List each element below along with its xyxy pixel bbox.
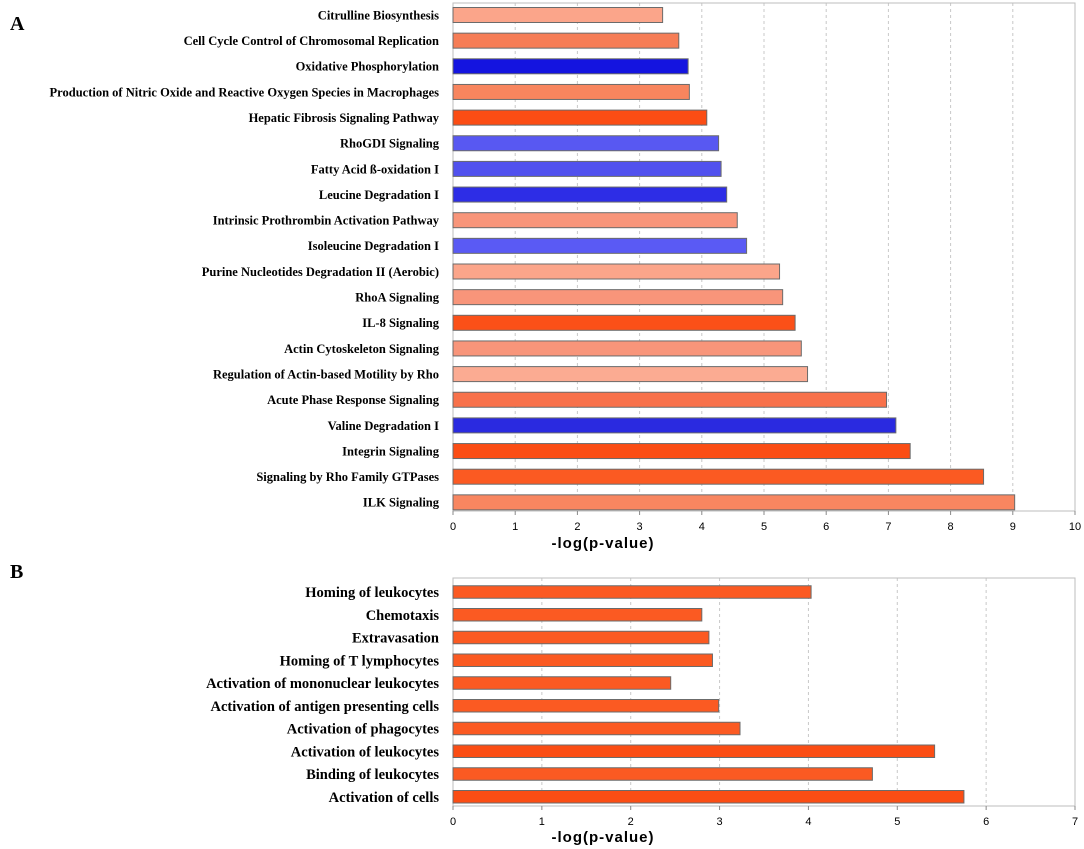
tick-label: 6	[823, 521, 829, 533]
bar	[452, 744, 936, 758]
category-label: Chemotaxis	[366, 608, 440, 624]
category-label: Regulation of Actin-based Motility by Rh…	[213, 367, 439, 381]
category-label: ILK Signaling	[363, 496, 440, 510]
bar	[452, 790, 965, 804]
x-axis-label: -log(p-value)	[552, 535, 655, 552]
bar	[452, 630, 710, 645]
tick-label: 4	[699, 521, 705, 533]
tick-label: 3	[717, 816, 723, 828]
tick-label: 8	[948, 521, 954, 533]
bar	[452, 494, 1016, 511]
tick-label: 0	[450, 816, 456, 828]
bar	[452, 212, 738, 229]
tick-label: 6	[983, 816, 989, 828]
tick-label: 2	[574, 521, 580, 533]
bar	[452, 767, 873, 781]
category-label: Extravasation	[352, 631, 439, 647]
bar	[452, 237, 748, 254]
category-label: RhoGDI Signaling	[340, 137, 440, 151]
panel-a-bar-chart: A Citrulline Biosynthesis Cell Cycle Contr…	[10, 2, 1081, 552]
bar	[452, 58, 689, 75]
bar	[452, 186, 728, 203]
bar	[452, 366, 809, 383]
tick-label: 2	[628, 816, 634, 828]
tick-label: 3	[637, 521, 643, 533]
category-label: Activation of antigen presenting cells	[211, 699, 440, 715]
bar	[452, 32, 680, 49]
category-label: Actin Cytoskeleton Signaling	[284, 342, 440, 356]
category-label: Activation of leukocytes	[291, 744, 440, 760]
bar	[452, 391, 888, 408]
x-axis-label: -log(p-value)	[552, 829, 655, 846]
bar	[452, 699, 720, 713]
tick-label: 5	[761, 521, 767, 533]
category-label: RhoA Signaling	[355, 291, 439, 305]
tick-label: 1	[512, 521, 518, 533]
bar	[452, 721, 741, 736]
bar	[452, 340, 802, 357]
tick-label: 4	[805, 816, 811, 828]
bar	[452, 417, 897, 434]
category-label: Fatty Acid ß-oxidation I	[311, 162, 439, 176]
bar	[452, 7, 664, 23]
bar	[452, 468, 985, 485]
category-label: Leucine Degradation I	[319, 188, 439, 202]
category-label: Citrulline Biosynthesis	[318, 8, 439, 22]
plot-frame	[452, 577, 1076, 807]
category-label: Homing of leukocytes	[305, 585, 439, 601]
category-label: Binding of leukocytes	[306, 767, 439, 783]
category-label: Hepatic Fibrosis Signaling Pathway	[249, 111, 440, 125]
bar	[452, 83, 690, 100]
tick-label: 5	[894, 816, 900, 828]
tick-label: 9	[1010, 521, 1016, 533]
bar	[452, 653, 713, 667]
bar	[452, 263, 781, 280]
tick-label: 10	[1069, 521, 1081, 533]
bar	[452, 585, 812, 599]
category-label: Integrin Signaling	[342, 444, 440, 458]
tick-label: 0	[450, 521, 456, 533]
bar	[452, 160, 722, 177]
panel-label: A	[10, 13, 25, 35]
category-label: Signaling by Rho Family GTPases	[256, 470, 439, 484]
bar	[452, 314, 796, 331]
category-label: Homing of T lymphocytes	[280, 653, 440, 669]
category-label: Activation of mononuclear leukocytes	[206, 676, 439, 692]
bar	[452, 135, 720, 152]
tick-label: 7	[885, 521, 891, 533]
bar	[452, 608, 703, 622]
category-label: Valine Degradation I	[328, 419, 439, 433]
bar	[452, 109, 708, 126]
panel-b-bar-chart: B Homing of leukocytes Chemotaxis Extravasa…	[10, 561, 1078, 846]
panel-label: B	[10, 561, 23, 583]
category-label: Activation of phagocytes	[287, 722, 440, 738]
tick-label: 1	[539, 816, 545, 828]
tick-label: 7	[1072, 816, 1078, 828]
bar	[452, 289, 784, 306]
category-label: Activation of cells	[329, 790, 440, 806]
bar	[452, 443, 911, 460]
category-label: Production of Nitric Oxide and Reactive …	[50, 85, 440, 99]
category-label: Isoleucine Degradation I	[308, 239, 439, 253]
category-label: Intrinsic Prothrombin Activation Pathway	[213, 214, 440, 228]
bar	[452, 676, 672, 690]
category-label: Oxidative Phosphorylation	[296, 60, 439, 74]
category-label: Purine Nucleotides Degradation II (Aerob…	[202, 265, 439, 279]
category-label: Cell Cycle Control of Chromosomal Replic…	[184, 34, 439, 48]
category-label: Acute Phase Response Signaling	[267, 393, 440, 407]
category-label: IL-8 Signaling	[362, 316, 440, 330]
